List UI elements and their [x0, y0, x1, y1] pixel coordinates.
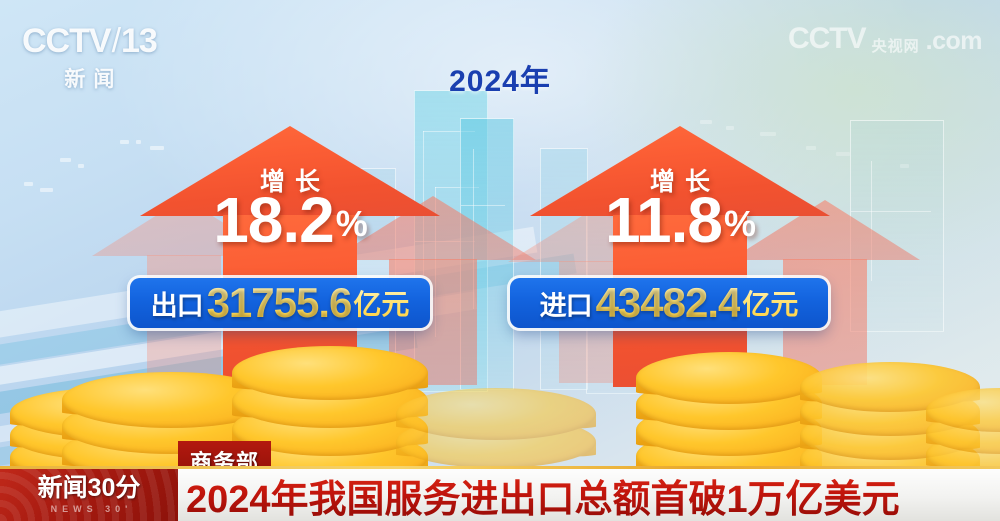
headline-bar: 2024年我国服务进出口总额首破1万亿美元: [178, 469, 1000, 521]
year-label: 2024年: [449, 65, 551, 98]
import-value: 43482.4: [595, 279, 742, 326]
export-value: 31755.6: [206, 279, 353, 326]
watermark-cn: 央视网: [871, 38, 920, 55]
arrow-head-icon: [530, 126, 830, 216]
import-growth-arrow: 增长 11.8%: [530, 126, 830, 388]
cctv-logo-icon: CCTV/13: [22, 22, 158, 61]
program-name-en: NEWS 30': [50, 504, 133, 514]
slash-icon: /: [111, 22, 122, 60]
import-label: 进口: [539, 290, 593, 321]
watermark-cctv: CCTV: [787, 22, 867, 55]
cctv13-logo: CCTV/13 新闻: [22, 22, 158, 93]
program-logo: 新闻30分 NEWS 30': [0, 469, 178, 521]
program-name: 新闻30分: [37, 474, 141, 502]
channel-name: 新闻: [64, 68, 123, 91]
watermark-com: .com: [925, 27, 983, 55]
export-unit: 亿元: [353, 283, 409, 323]
export-value-plate: 出口 31755.6 亿元: [130, 278, 430, 328]
glass-tower-icon: [540, 148, 588, 390]
headline-text: 2024年我国服务进出口总额首破1万亿美元: [186, 469, 900, 521]
ticker-gold-divider: [0, 466, 1000, 469]
arrow-head-icon: [140, 126, 440, 216]
import-value-plate: 进口 43482.4 亿元: [510, 278, 828, 328]
export-label: 出口: [150, 290, 204, 321]
import-unit: 亿元: [742, 283, 798, 323]
news-ticker: 新闻30分 NEWS 30' 2024年我国服务进出口总额首破1万亿美元: [0, 469, 1000, 521]
cctv-wordmark: CCTV: [22, 22, 112, 60]
channel-number: 13: [121, 22, 158, 60]
cctv-com-watermark: CCTV 央视网 .com: [787, 22, 983, 56]
